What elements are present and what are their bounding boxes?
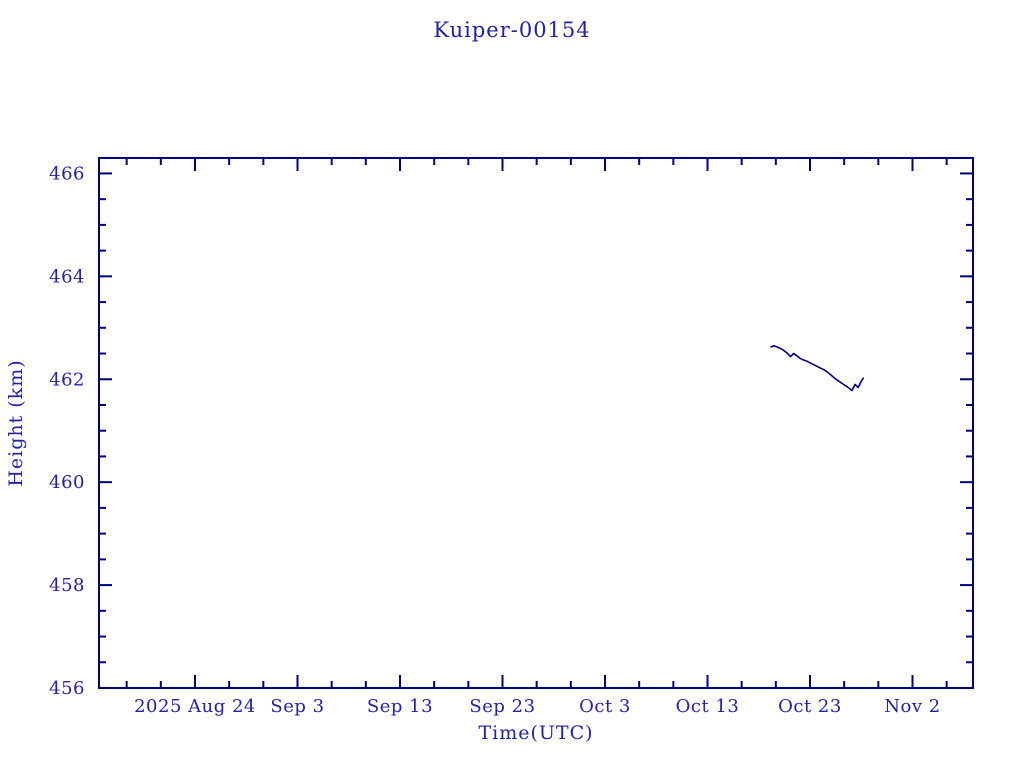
x-axis-tick-labels: 2025 Aug 24 Sep 3 Sep 13 Sep 23 Oct 3 Oct 13 O… — [134, 696, 940, 717]
x-tick-label: Oct 23 — [778, 696, 842, 717]
y-axis-major-ticks — [99, 172, 973, 689]
series-line-0 — [770, 345, 865, 392]
x-axis-title: Time(UTC) — [478, 722, 593, 744]
x-tick-label: Oct 13 — [676, 696, 740, 717]
y-tick-label: 460 — [49, 472, 85, 493]
y-tick-label: 466 — [49, 163, 85, 184]
chart-title: Kuiper-00154 — [433, 18, 591, 42]
x-axis-minor-ticks — [125, 158, 948, 688]
x-tick-label: 2025 Aug 24 — [134, 696, 256, 717]
data-series-group — [770, 345, 865, 392]
y-axis-title: Height (km) — [5, 359, 27, 486]
x-tick-label: Sep 23 — [469, 696, 535, 717]
x-tick-label: Sep 3 — [270, 696, 324, 717]
x-tick-label: Oct 3 — [579, 696, 631, 717]
y-axis-minor-ticks — [99, 198, 973, 664]
plot-frame — [98, 157, 974, 689]
x-axis-major-ticks — [194, 158, 914, 688]
y-tick-label: 458 — [49, 575, 85, 596]
y-tick-label: 456 — [49, 678, 85, 699]
y-tick-label: 464 — [49, 266, 85, 287]
x-tick-label: Sep 13 — [367, 696, 433, 717]
x-tick-label: Nov 2 — [884, 696, 940, 717]
y-axis-tick-labels: 456 458 460 462 464 466 — [49, 163, 85, 699]
y-tick-label: 462 — [49, 369, 85, 390]
